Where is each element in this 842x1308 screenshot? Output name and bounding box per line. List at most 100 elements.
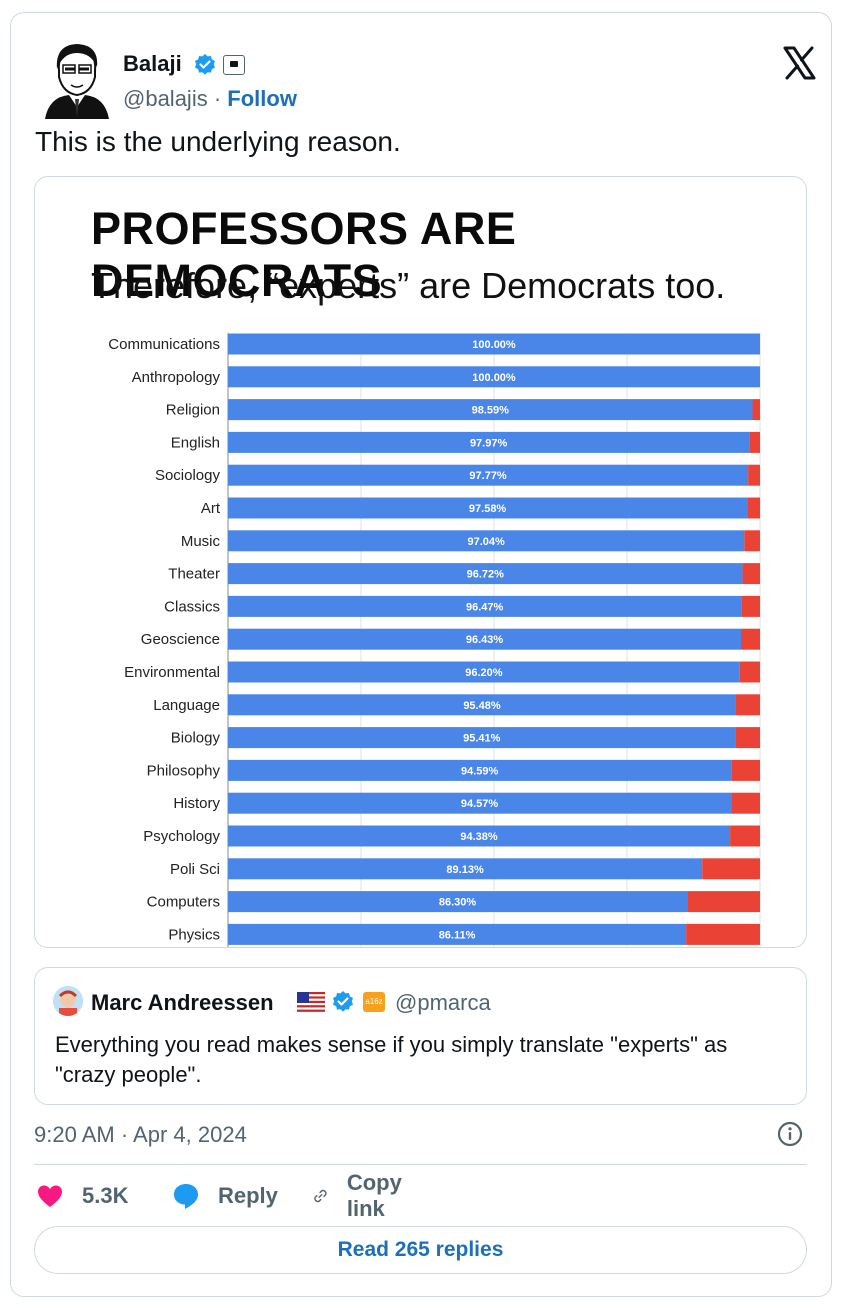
chart-category-label: Biology [171,730,221,747]
chart-bar-democrat [228,563,743,585]
chart-data-label: 96.20% [465,667,503,679]
chart-category-label: Geoscience [141,631,220,648]
chart-bar-republican [739,661,760,683]
chart-bar-republican [735,727,760,749]
chart-bar-republican [731,792,760,814]
chart-category-label: Music [181,533,221,550]
chart-category-label: Language [153,697,220,714]
chart-bar-republican [741,595,760,617]
copy-link-label: Copy link [346,1170,402,1221]
chart-bar-republican [752,399,760,421]
reply-button[interactable]: Reply [172,1180,278,1212]
chart-bar-democrat [228,923,687,945]
tweet-timestamp[interactable]: 9:20 AM · Apr 4, 2024 [34,1122,247,1147]
chart-bar-democrat [228,694,736,716]
quoted-author-avatar[interactable] [53,986,83,1016]
read-replies-button[interactable]: Read 265 replies [34,1226,807,1274]
chart-bar-democrat [228,595,742,617]
chart-bar-democrat [228,333,760,355]
reply-bubble-icon [174,1184,198,1209]
chart-category-label: Art [201,500,221,517]
copy-link-button[interactable]: Copy link [312,1170,411,1221]
chart-category-label: English [171,434,220,451]
chart-category-label: Sociology [155,467,221,484]
chart-data-label: 89.13% [446,864,484,876]
chart-bar-republican [731,759,760,781]
chart-category-label: Theater [168,566,220,583]
us-flag-icon [297,992,325,1012]
chart-data-label: 100.00% [472,339,516,351]
like-count: 5.3K [82,1183,129,1208]
media-title: PROFESSORS ARE DEMOCRATS [91,203,517,306]
heart-icon [38,1185,62,1207]
chart-category-label: Classics [164,598,220,615]
chart-bar-democrat [228,431,750,453]
chart-category-label: Philosophy [147,762,221,779]
chart-data-label: 96.47% [466,601,504,613]
link-icon [314,1189,327,1203]
chart-bar-republican [730,825,760,847]
handle-separator: · [213,86,222,111]
chart-data-label: 100.00% [472,372,516,384]
chart-bar-democrat [228,792,732,814]
chart-bar-republican [735,694,760,716]
chart-bar-republican [744,530,760,552]
chart-bar-democrat [228,399,753,421]
chart-data-label: 98.59% [472,405,510,417]
author-name[interactable]: Balaji [123,51,182,76]
chart-bar-democrat [228,530,745,552]
chart-bar-democrat [228,759,732,781]
chart-bar-democrat [228,366,760,388]
chart-data-label: 94.59% [461,765,499,777]
chart-category-label: Anthropology [132,369,221,386]
chart-data-label: 86.30% [439,897,477,909]
chart-bar-republican [686,923,760,945]
chart-data-label: 95.48% [463,700,501,712]
chart-bar-democrat [228,727,736,749]
chart-bar-republican [749,431,760,453]
x-logo-icon[interactable] [781,45,817,81]
chart-category-label: Poli Sci [170,861,220,878]
chart-data-label: 95.41% [463,733,501,745]
chart-data-label: 94.57% [461,798,499,810]
chart-bar-democrat [228,858,703,880]
chart-category-label: Religion [166,402,220,419]
author-handle[interactable]: @balajis [123,86,208,111]
chart-bar-republican [748,464,760,486]
chart-data-label: 96.72% [467,569,505,581]
follow-button[interactable]: Follow [227,86,297,111]
chart-category-label: History [173,795,220,812]
quoted-author-handle: @pmarca [395,990,491,1015]
chart-bar-republican [702,858,760,880]
info-icon[interactable] [776,1120,804,1148]
chart-bar-democrat [228,825,731,847]
chart-bar-democrat [228,891,688,913]
chart-bar-democrat [228,497,748,519]
chart-data-label: 86.11% [439,929,476,941]
chart-bar-republican [742,563,760,585]
like-button[interactable]: 5.3K [36,1180,128,1212]
chart-data-label: 97.77% [469,470,507,482]
chart-category-label: Computers [147,894,220,911]
a16z-affiliation-badge[interactable]: a16z [363,992,385,1012]
chart-category-label: Psychology [143,828,220,845]
quoted-tweet[interactable]: Marc Andreessen a16z @pmarca Everything … [34,967,807,1105]
chart-data-label: 97.58% [469,503,507,515]
tweet-media-image[interactable]: PROFESSORS ARE DEMOCRATS Therefore, “exp… [34,176,807,948]
quoted-tweet-text: Everything you read makes sense if you s… [55,1032,728,1087]
reply-label: Reply [218,1183,278,1208]
chart-category-label: Physics [168,926,220,943]
chart-category-label: Environmental [124,664,220,681]
quoted-author-name[interactable]: Marc Andreessen [91,990,274,1015]
affiliation-badge-icon[interactable] [223,55,245,75]
author-avatar[interactable] [41,41,113,119]
chart-category-label: Communications [108,336,220,353]
chart-data-label: 97.97% [470,437,508,449]
chart-data-label: 94.38% [460,831,498,843]
chart-bar-republican [687,891,760,913]
divider [34,1164,807,1165]
chart-bar-republican [741,628,760,650]
chart-bar-democrat [228,464,749,486]
media-subtitle: Therefore, “experts” are Democrats too. [91,265,726,306]
chart-data-label: 96.43% [466,634,504,646]
